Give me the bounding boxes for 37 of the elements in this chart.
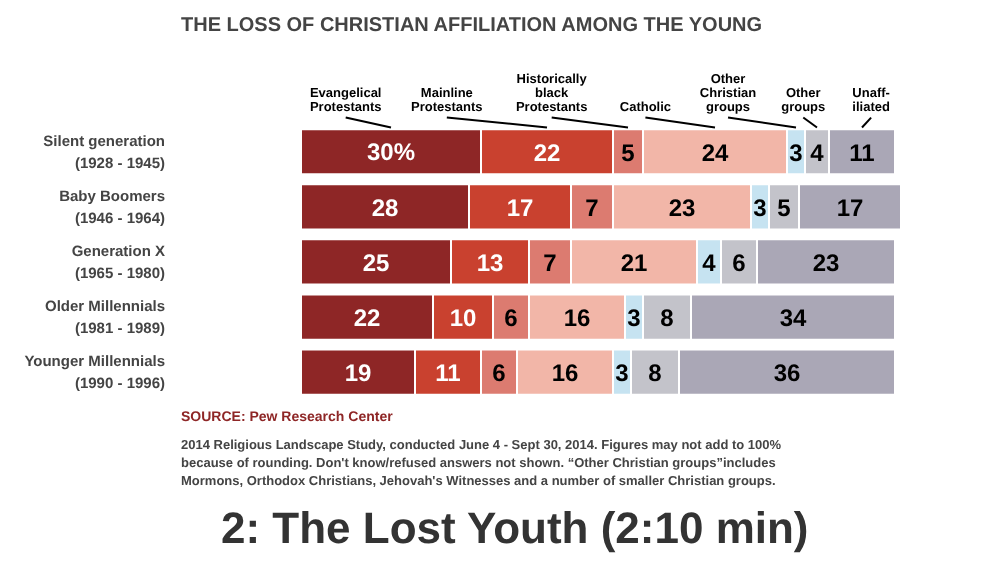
data-label: 17 bbox=[836, 193, 864, 222]
data-label: 6 bbox=[492, 359, 507, 388]
data-label: 4 bbox=[702, 248, 717, 277]
data-label: 11 bbox=[849, 138, 876, 167]
data-label: 30% bbox=[366, 137, 416, 166]
data-label: 17 bbox=[506, 193, 534, 222]
data-label: 24 bbox=[701, 138, 729, 167]
data-label: 6 bbox=[504, 304, 519, 333]
data-label: 8 bbox=[660, 304, 675, 333]
data-label: 3 bbox=[627, 304, 642, 333]
data-label: 19 bbox=[344, 359, 372, 388]
data-label: 8 bbox=[648, 359, 663, 388]
data-label: 3 bbox=[753, 193, 768, 222]
chart-title: THE LOSS OF CHRISTIAN AFFILIATION AMONG THE YOUNG bbox=[181, 15, 763, 37]
data-label: 10 bbox=[449, 304, 477, 333]
data-label: 23 bbox=[668, 193, 696, 222]
data-label: 36 bbox=[773, 359, 801, 388]
data-label: 6 bbox=[732, 248, 747, 277]
data-label: 16 bbox=[551, 359, 579, 388]
data-label: 7 bbox=[543, 248, 558, 277]
data-label: 22 bbox=[533, 138, 561, 167]
data-label: 5 bbox=[621, 138, 636, 167]
data-label: 28 bbox=[371, 193, 399, 222]
data-label: 16 bbox=[563, 304, 591, 333]
text: 2: The Lost Youth (2:10 min) bbox=[221, 503, 809, 553]
data-label: 13 bbox=[476, 248, 504, 277]
data-label: 5 bbox=[777, 193, 792, 222]
data-label: 4 bbox=[810, 138, 825, 167]
data-label: 7 bbox=[585, 193, 600, 222]
data-label: 3 bbox=[789, 138, 804, 167]
data-label: 25 bbox=[362, 248, 390, 277]
data-label: 22 bbox=[353, 304, 381, 333]
data-label: 34 bbox=[779, 304, 807, 333]
data-label: 3 bbox=[615, 359, 630, 388]
data-label: 11 bbox=[435, 359, 462, 388]
data-label: 23 bbox=[812, 248, 840, 277]
data-label: 21 bbox=[620, 248, 648, 277]
